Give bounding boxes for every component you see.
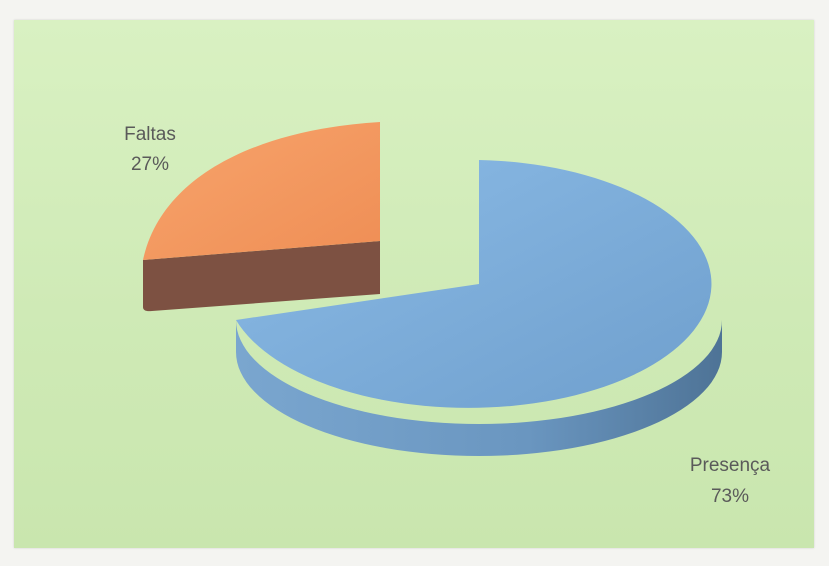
pie-slice-faltas-side — [143, 241, 380, 312]
label-presenca-name: Presença — [690, 455, 771, 476]
pie-slice-faltas — [143, 122, 380, 312]
pie-slice-presenca-side — [236, 320, 722, 456]
pie-slice-presenca-top — [236, 160, 712, 408]
label-faltas-percent: 27% — [131, 154, 169, 175]
label-faltas-name: Faltas — [124, 124, 176, 145]
label-presenca-percent: 73% — [711, 486, 749, 507]
pie-slice-presenca — [236, 160, 722, 456]
pie-slice-faltas-top — [143, 122, 380, 260]
